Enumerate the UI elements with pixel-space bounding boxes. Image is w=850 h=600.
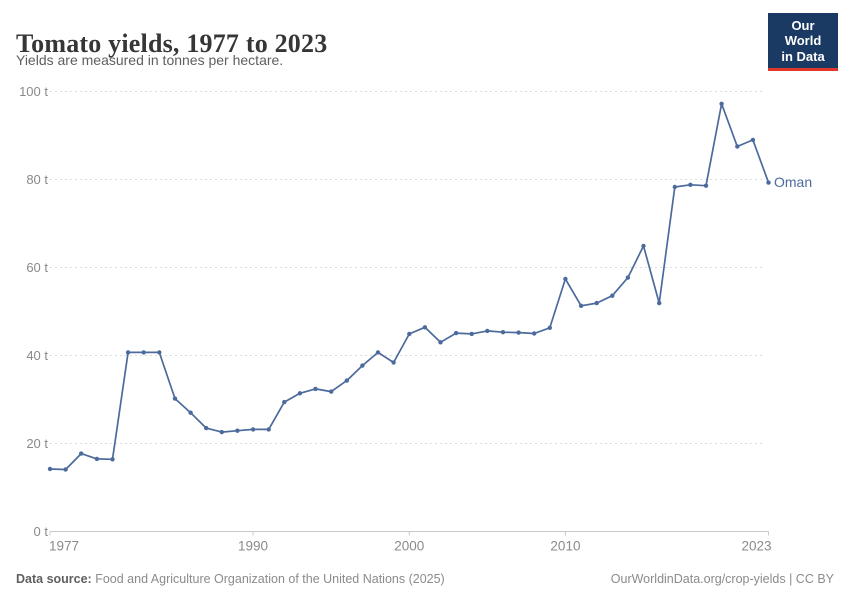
data-point[interactable] [438,340,443,345]
y-axis-labels: 0 t 20 t 40 t 60 t 80 t 100 t [19,84,48,539]
data-point[interactable] [329,389,334,394]
data-point[interactable] [407,331,412,337]
data-point[interactable] [453,330,459,336]
y-tick-label: 20 t [26,436,48,451]
x-tick-label: 1977 [49,539,79,554]
owid-logo[interactable]: Our World in Data [768,13,838,71]
data-point[interactable] [125,350,131,355]
data-point[interactable] [422,325,428,330]
data-point[interactable] [204,425,209,431]
data-point[interactable] [94,456,100,462]
data-point[interactable] [235,428,240,433]
data-point[interactable] [63,467,68,472]
data-point[interactable] [563,276,568,282]
data-point[interactable] [547,325,552,330]
owid-logo-line1: Our World [784,18,822,49]
x-tick-label: 1990 [238,539,268,554]
data-point[interactable] [500,330,506,335]
owid-logo-line2: in Data [781,48,825,64]
data-source-label: Data source: [16,572,92,586]
data-point[interactable] [360,363,365,368]
data-point[interactable] [672,184,677,190]
data-point[interactable] [703,183,709,188]
data-point[interactable] [141,350,146,355]
data-point[interactable] [657,300,662,306]
x-tick-label: 2010 [550,539,580,554]
data-point[interactable] [641,243,646,249]
gridlines [50,91,765,444]
series-line[interactable] [49,102,770,471]
data-point[interactable] [735,144,740,149]
data-point[interactable] [282,399,287,405]
page-title: Tomato yields, 1977 to 2023 [16,29,328,59]
data-point[interactable] [594,300,599,306]
y-tick-label: 60 t [26,260,48,275]
x-axis-labels: 1977 1990 2000 2010 2023 [49,531,772,554]
data-point[interactable] [578,303,584,308]
data-point[interactable] [375,350,381,355]
y-tick-label: 0 t [34,524,49,539]
data-point[interactable] [766,180,771,185]
y-tick-label: 100 t [19,84,48,99]
x-tick-label: 2000 [394,539,424,554]
data-source-note: Data source: Food and Agriculture Organi… [16,572,445,586]
data-source-text: Food and Agriculture Organization of the… [91,572,445,586]
data-point[interactable] [344,378,349,383]
credit-note[interactable]: OurWorldinData.org/crop-yields | CC BY [610,572,834,586]
y-tick-label: 80 t [26,172,48,187]
series-label-oman[interactable]: Oman [774,174,812,190]
chart-subtitle: Yields are measured in tonnes per hectar… [16,52,284,68]
data-point[interactable] [47,466,53,472]
data-point[interactable] [688,182,693,187]
y-tick-label: 40 t [26,348,48,363]
data-point[interactable] [79,451,84,456]
data-point[interactable] [157,350,162,355]
data-point[interactable] [750,137,756,143]
data-point[interactable] [485,328,490,334]
series-oman[interactable]: Oman [47,101,812,472]
data-point[interactable] [610,293,615,298]
data-point[interactable] [110,457,115,462]
chart-footer: Data source: Food and Agriculture Organi… [16,572,834,586]
data-point[interactable] [391,360,396,365]
data-point[interactable] [313,386,318,392]
data-point[interactable] [188,410,193,415]
data-point[interactable] [250,427,256,432]
data-point[interactable] [297,391,303,396]
data-point[interactable] [172,396,178,401]
x-tick-label: 2023 [741,539,771,554]
data-point[interactable] [719,101,724,107]
data-point[interactable] [532,331,537,336]
data-point[interactable] [219,429,224,435]
data-point[interactable] [625,275,631,280]
data-point[interactable] [469,331,474,337]
data-point[interactable] [516,330,521,335]
data-point[interactable] [266,427,271,432]
